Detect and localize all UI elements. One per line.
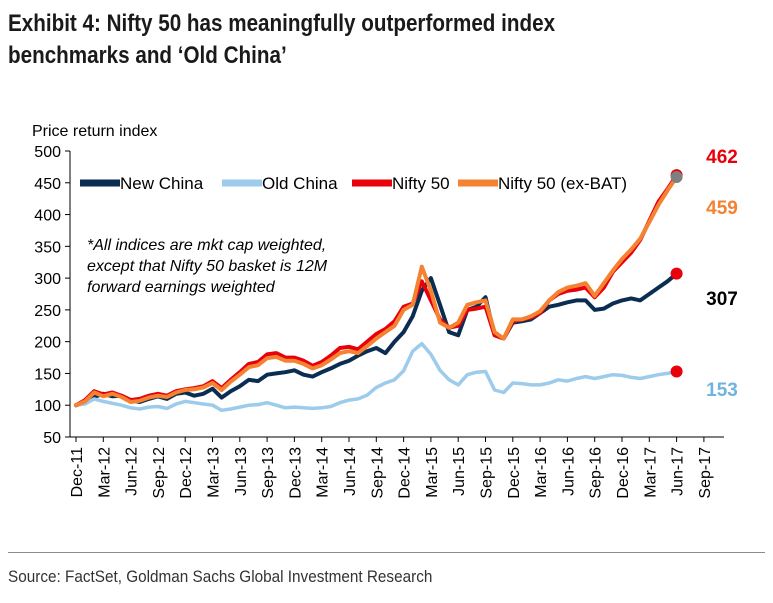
legend-label-old-china: Old China <box>262 174 338 193</box>
end-label-nifty-50-ex-bat-: 459 <box>706 198 738 219</box>
x-tick-label: Sep-13 <box>260 447 277 499</box>
y-axis-label: Price return index <box>32 123 157 140</box>
end-label-nifty-50: 462 <box>706 147 738 168</box>
x-tick-label: Dec-12 <box>178 447 195 499</box>
legend-label-nifty-50: Nifty 50 <box>392 174 450 193</box>
x-tick-label: Mar-14 <box>315 447 332 498</box>
end-label-old-china: 153 <box>706 380 738 401</box>
x-tick-label: Sep-16 <box>588 447 605 499</box>
x-tick-label: Dec-16 <box>615 447 632 499</box>
y-tick-label: 350 <box>34 239 61 256</box>
title-line-1: Exhibit 4: Nifty 50 has meaningfully out… <box>8 10 556 37</box>
x-tick-label: Jun-12 <box>124 447 141 496</box>
y-tick-label: 300 <box>34 271 61 288</box>
legend-label-new-china: New China <box>120 174 204 193</box>
x-tick-label: Dec-13 <box>287 447 304 499</box>
y-tick-label: 450 <box>34 176 61 193</box>
y-tick-label: 150 <box>34 366 61 383</box>
x-tick-label: Jun-16 <box>560 447 577 496</box>
note-line: forward earnings weighted <box>87 279 276 296</box>
y-tick-label: 100 <box>34 398 61 415</box>
exhibit-title: Exhibit 4: Nifty 50 has meaningfully out… <box>8 8 644 72</box>
x-tick-label: Mar-16 <box>533 447 550 498</box>
y-tick-label: 250 <box>34 303 61 320</box>
y-tick-label: 400 <box>34 208 61 225</box>
x-tick-label: Dec-15 <box>506 447 523 499</box>
x-tick-label: Mar-13 <box>206 447 223 498</box>
x-tick-label: Sep-12 <box>151 447 168 499</box>
y-tick-label: 500 <box>34 144 61 161</box>
x-tick-label: Sep-17 <box>697 447 714 499</box>
series-line-nifty-50-ex-bat- <box>74 175 679 408</box>
y-tick-label: 50 <box>43 430 61 447</box>
x-tick-label: Jun-14 <box>342 447 359 496</box>
x-tick-label: Sep-15 <box>479 447 496 499</box>
y-tick-label: 200 <box>34 335 61 352</box>
end-marker-nifty-50-ex-bat- <box>670 171 683 184</box>
legend-label-nifty-50-ex-bat-: Nifty 50 (ex-BAT) <box>498 174 627 193</box>
series-line-old-china <box>74 341 679 413</box>
note-line: *All indices are mkt cap weighted, <box>87 237 326 254</box>
end-label-new-china: 307 <box>706 289 738 310</box>
x-tick-label: Jun-15 <box>451 447 468 496</box>
x-tick-label: Dec-14 <box>397 447 414 499</box>
x-tick-label: Jun-13 <box>233 447 250 496</box>
end-marker-new-china <box>670 267 683 280</box>
title-line-2: benchmarks and ‘Old China’ <box>8 42 287 69</box>
footer-divider <box>8 552 765 553</box>
x-tick-label: Mar-17 <box>642 447 659 498</box>
x-tick-label: Jun-17 <box>670 447 687 496</box>
end-marker-old-china <box>670 365 683 378</box>
note-line: except that Nifty 50 basket is 12M <box>87 258 328 275</box>
source-note: Source: FactSet, Goldman Sachs Global In… <box>8 567 433 586</box>
x-tick-label: Dec-11 <box>69 447 86 497</box>
x-tick-label: Mar-12 <box>96 447 113 498</box>
line-chart: Price return index 50 100 150 200 250 300 350 4… <box>32 123 738 499</box>
x-tick-label: Sep-14 <box>369 447 386 499</box>
x-tick-label: Mar-15 <box>424 447 441 498</box>
